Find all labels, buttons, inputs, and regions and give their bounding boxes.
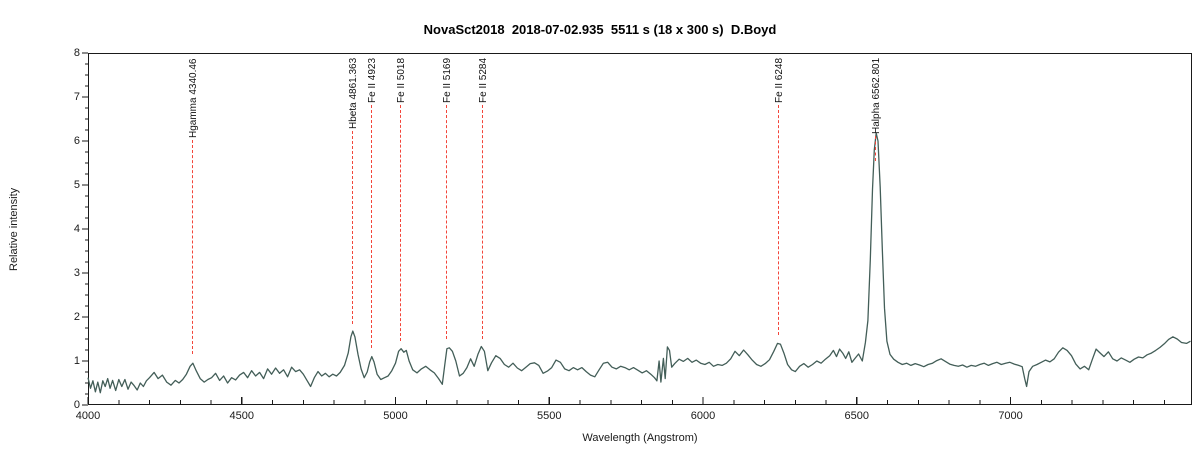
spectral-line-marker xyxy=(875,136,877,161)
spectral-line-marker xyxy=(778,105,780,335)
y-tick-label: 3 xyxy=(73,267,80,279)
spectral-line-label: Fe II 5018 xyxy=(396,57,408,103)
spectral-line-label: Fe II 4923 xyxy=(366,57,378,103)
spectral-line-marker xyxy=(370,105,372,348)
spectral-line-label: Halpha 6562.801 xyxy=(871,57,883,134)
chart-title: NovaSct2018 2018-07-02.935 5511 s (18 x … xyxy=(423,22,777,37)
x-tick-label: 4000 xyxy=(75,410,101,422)
x-tick-label: 5000 xyxy=(383,410,408,422)
x-axis-title: Wavelength (Angstrom) xyxy=(582,432,698,444)
spectral-line-label: Hgamma 4340.46 xyxy=(187,58,199,139)
y-axis-title: Relative intensity xyxy=(8,187,20,271)
spectral-line-label: Hbeta 4861.363 xyxy=(347,57,359,129)
spectral-line-label: Fe II 5284 xyxy=(477,57,489,103)
y-tick-label: 5 xyxy=(73,179,80,191)
y-tick-label: 7 xyxy=(73,91,80,103)
spectral-line-marker xyxy=(446,105,448,339)
x-tick-label: 4500 xyxy=(229,410,254,422)
y-tick-label: 1 xyxy=(73,355,80,367)
spectral-line-marker xyxy=(481,105,483,339)
spectral-line-marker xyxy=(351,131,353,324)
spectral-line-label: Fe II 6248 xyxy=(774,57,786,103)
spectral-line-marker xyxy=(400,105,402,342)
x-tick-label: 6000 xyxy=(690,410,716,422)
x-tick-label: 5500 xyxy=(537,410,562,422)
x-tick-label: 7000 xyxy=(998,410,1023,422)
y-tick-label: 6 xyxy=(73,135,80,147)
spectral-line-marker xyxy=(191,140,193,355)
spectrum-line xyxy=(87,132,1191,394)
y-tick-label: 4 xyxy=(73,223,80,235)
y-tick-label: 2 xyxy=(73,311,80,323)
plot-border xyxy=(87,52,1193,406)
y-tick-label: 0 xyxy=(73,399,80,411)
x-tick-label: 6500 xyxy=(844,410,870,422)
spectral-line-label: Fe II 5169 xyxy=(442,57,454,103)
y-tick-label: 8 xyxy=(73,47,80,59)
